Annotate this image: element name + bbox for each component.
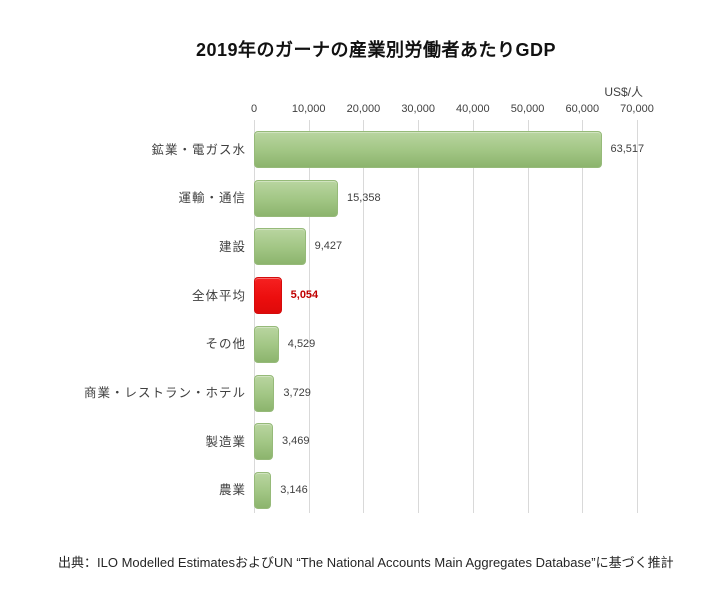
value-label: 9,427	[314, 240, 343, 253]
gridline	[472, 120, 474, 513]
gridline	[582, 120, 584, 513]
value-label: 63,517	[610, 143, 645, 155]
gridline	[637, 120, 638, 513]
x-axis-tick-label: 60,000	[565, 103, 600, 115]
category-label: 全体平均	[191, 288, 246, 303]
bar	[254, 131, 602, 168]
category-label: その他	[205, 337, 246, 352]
chart-title: 2019年のガーナの産業別労働者あたりGDP	[195, 40, 557, 60]
x-axis-tick-label: 70,000	[620, 103, 654, 115]
bar-highlight-average	[254, 277, 282, 315]
category-label: 運輸・通信	[178, 191, 246, 206]
gridline	[363, 120, 365, 513]
bar	[254, 471, 272, 509]
category-label: 商業・レストラン・ホテル	[83, 386, 246, 400]
x-axis-tick-label: 30,000	[401, 103, 435, 115]
gridline	[527, 120, 529, 513]
axis-unit-label: US$/人	[604, 85, 643, 99]
value-label: 3,146	[280, 483, 308, 496]
bar	[254, 423, 273, 461]
source-note: 出典：ILO Modelled EstimatesおよびUN “The Nati…	[58, 555, 674, 570]
x-axis-tick-label: 0	[250, 103, 258, 115]
x-axis-tick-label: 50,000	[510, 103, 545, 115]
value-label: 15,358	[347, 191, 381, 204]
bar	[254, 179, 339, 217]
category-label: 製造業	[205, 434, 246, 449]
bar	[254, 374, 275, 412]
value-label: 3,469	[281, 435, 310, 448]
gridline	[418, 120, 420, 513]
bar	[254, 325, 279, 363]
x-axis-tick-label: 10,000	[291, 103, 326, 115]
bar	[254, 228, 306, 266]
category-label: 鉱業・電ガス水	[151, 142, 246, 157]
category-label: 農業	[218, 483, 246, 498]
gridline	[254, 120, 255, 513]
value-label: 3,729	[283, 386, 311, 399]
value-label: 5,054	[290, 289, 319, 302]
x-axis-tick-label: 20,000	[346, 103, 381, 115]
gridline	[308, 120, 310, 513]
value-label: 4,529	[287, 337, 316, 350]
x-axis-tick-label: 40,000	[456, 103, 490, 115]
category-label: 建設	[218, 239, 246, 254]
